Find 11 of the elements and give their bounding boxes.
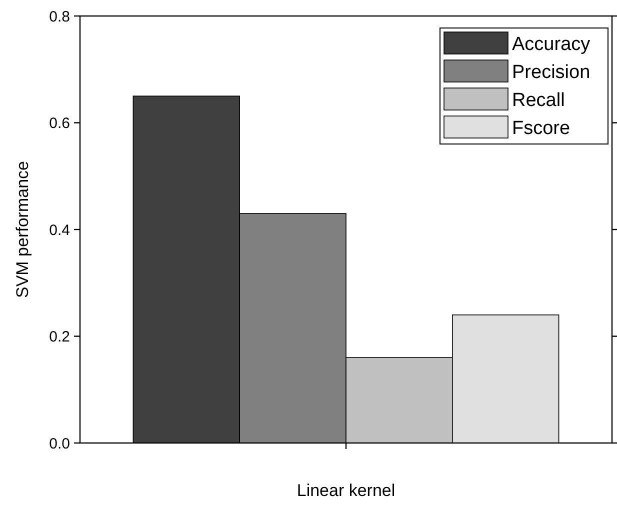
legend-label: Recall (512, 90, 565, 111)
y-axis-title: SVM performance (13, 161, 32, 298)
y-tick-label: 0.6 (49, 115, 70, 132)
y-tick-label: 0.4 (49, 222, 70, 239)
legend-label: Fscore (512, 118, 570, 139)
legend-label: Accuracy (512, 34, 591, 55)
y-tick-label: 0.8 (49, 8, 70, 26)
legend-label: Precision (512, 62, 590, 83)
x-axis-title: Linear kernel (296, 481, 396, 500)
y-tick-label: 0.2 (49, 328, 70, 346)
y-tick-label: 0.0 (49, 435, 70, 452)
